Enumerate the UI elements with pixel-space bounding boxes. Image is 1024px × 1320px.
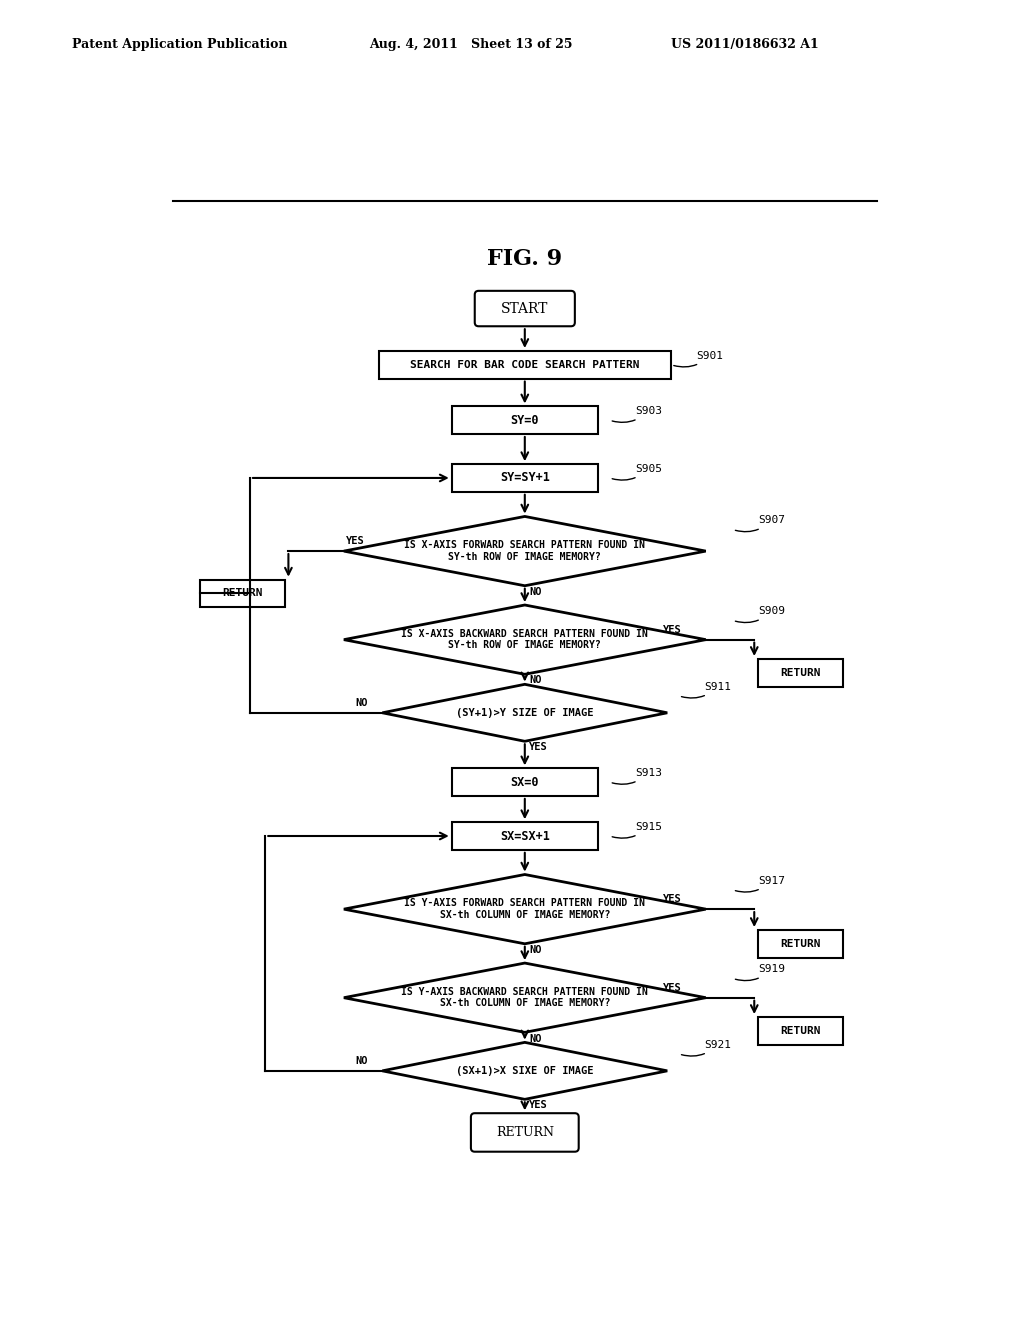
- Bar: [452, 407, 598, 434]
- Bar: [452, 822, 598, 850]
- Text: Aug. 4, 2011   Sheet 13 of 25: Aug. 4, 2011 Sheet 13 of 25: [369, 37, 572, 50]
- Text: SX=0: SX=0: [511, 776, 539, 788]
- Text: SX=SX+1: SX=SX+1: [500, 829, 550, 842]
- Text: START: START: [501, 301, 549, 315]
- Text: S921: S921: [681, 1040, 731, 1056]
- Text: RETURN: RETURN: [496, 1126, 554, 1139]
- Text: SY=SY+1: SY=SY+1: [500, 471, 550, 484]
- Text: RETURN: RETURN: [780, 939, 820, 949]
- Text: S903: S903: [612, 407, 662, 422]
- Text: S919: S919: [735, 965, 785, 981]
- Text: SEARCH FOR BAR CODE SEARCH PATTERN: SEARCH FOR BAR CODE SEARCH PATTERN: [410, 360, 640, 370]
- Bar: [758, 1016, 843, 1044]
- Text: NO: NO: [529, 587, 542, 597]
- Text: (SY+1)>Y SIZE OF IMAGE: (SY+1)>Y SIZE OF IMAGE: [456, 708, 594, 718]
- Text: YES: YES: [529, 1101, 548, 1110]
- Text: NO: NO: [529, 945, 542, 954]
- FancyBboxPatch shape: [475, 290, 574, 326]
- Bar: [452, 465, 598, 492]
- Text: S905: S905: [612, 463, 662, 480]
- Bar: [200, 579, 285, 607]
- Polygon shape: [344, 516, 706, 586]
- Text: NO: NO: [355, 1056, 368, 1065]
- Text: IS Y-AXIS FORWARD SEARCH PATTERN FOUND IN
SX-th COLUMN OF IMAGE MEMORY?: IS Y-AXIS FORWARD SEARCH PATTERN FOUND I…: [404, 899, 645, 920]
- Text: NO: NO: [529, 1034, 542, 1044]
- Text: YES: YES: [529, 742, 548, 752]
- Text: RETURN: RETURN: [222, 589, 262, 598]
- Polygon shape: [344, 964, 706, 1032]
- Text: YES: YES: [664, 624, 682, 635]
- Polygon shape: [344, 875, 706, 944]
- FancyBboxPatch shape: [471, 1113, 579, 1151]
- Text: YES: YES: [664, 982, 682, 993]
- Text: IS X-AXIS BACKWARD SEARCH PATTERN FOUND IN
SY-th ROW OF IMAGE MEMORY?: IS X-AXIS BACKWARD SEARCH PATTERN FOUND …: [401, 628, 648, 651]
- Text: S911: S911: [681, 681, 731, 698]
- Text: S915: S915: [612, 822, 662, 838]
- Polygon shape: [344, 605, 706, 675]
- Text: FIG. 9: FIG. 9: [487, 248, 562, 269]
- Text: Patent Application Publication: Patent Application Publication: [72, 37, 287, 50]
- Bar: [379, 351, 671, 379]
- Text: IS Y-AXIS BACKWARD SEARCH PATTERN FOUND IN
SX-th COLUMN OF IMAGE MEMORY?: IS Y-AXIS BACKWARD SEARCH PATTERN FOUND …: [401, 987, 648, 1008]
- Text: NO: NO: [355, 698, 368, 708]
- Polygon shape: [382, 1043, 668, 1100]
- Text: NO: NO: [529, 676, 542, 685]
- Text: S917: S917: [735, 875, 785, 892]
- Text: RETURN: RETURN: [780, 1026, 820, 1036]
- Bar: [758, 929, 843, 958]
- Text: YES: YES: [664, 894, 682, 904]
- Polygon shape: [382, 684, 668, 742]
- Text: S909: S909: [735, 606, 785, 623]
- Bar: [452, 768, 598, 796]
- Text: S907: S907: [735, 515, 785, 532]
- Text: US 2011/0186632 A1: US 2011/0186632 A1: [671, 37, 818, 50]
- Text: (SX+1)>X SIXE OF IMAGE: (SX+1)>X SIXE OF IMAGE: [456, 1065, 594, 1076]
- Text: SY=0: SY=0: [511, 413, 539, 426]
- Text: RETURN: RETURN: [780, 668, 820, 677]
- Text: S901: S901: [674, 351, 724, 367]
- Text: IS X-AXIS FORWARD SEARCH PATTERN FOUND IN
SY-th ROW OF IMAGE MEMORY?: IS X-AXIS FORWARD SEARCH PATTERN FOUND I…: [404, 540, 645, 562]
- Text: S913: S913: [612, 768, 662, 784]
- Bar: [758, 659, 843, 686]
- Text: YES: YES: [346, 536, 365, 546]
